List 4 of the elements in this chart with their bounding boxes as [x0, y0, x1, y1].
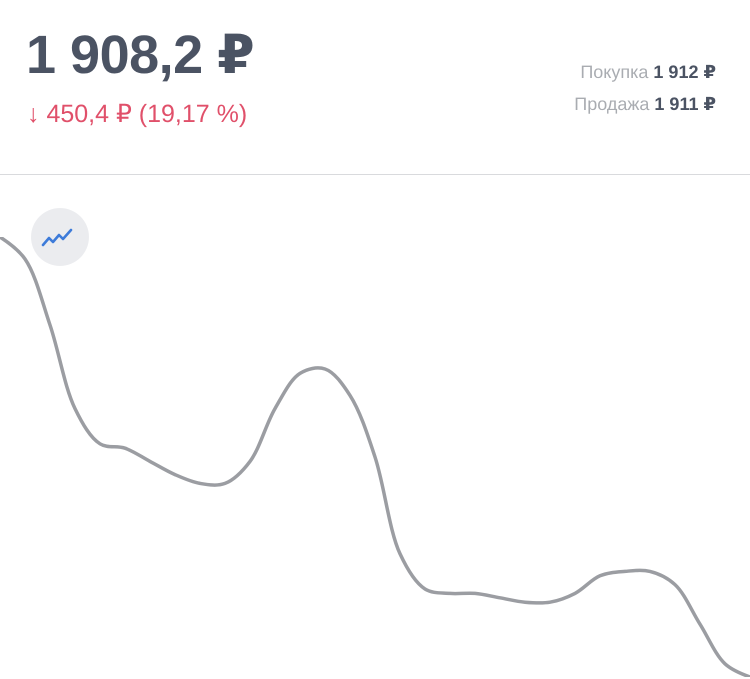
text: Продажа 1 911 ₽ — [574, 94, 716, 114]
chart-subtitle: ↓ 450,4 ₽ (19,17 %) — [27, 100, 248, 128]
chart-title: 1 908,2 ₽ — [26, 25, 254, 85]
text: Покупка 1 912 ₽ — [580, 62, 716, 82]
